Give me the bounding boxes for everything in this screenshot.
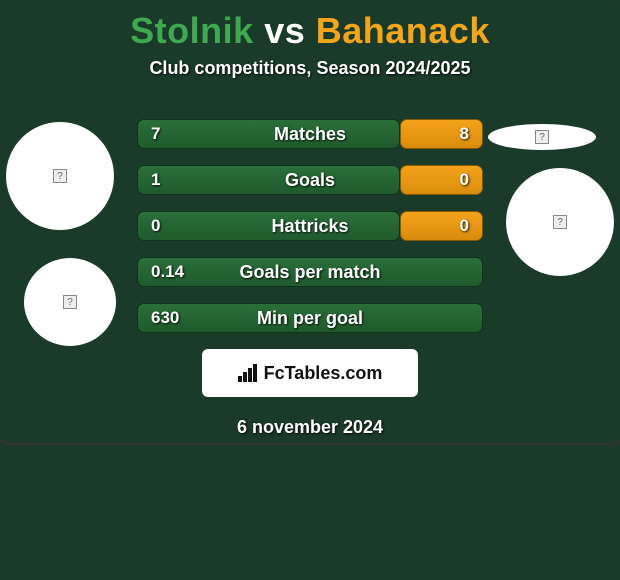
stat-row: 10Goals [137, 165, 483, 195]
content: Stolnik vs Bahanack Club competitions, S… [0, 0, 620, 438]
date-text: 6 november 2024 [0, 417, 620, 438]
logo-chart-icon [238, 364, 260, 382]
stat-bar-right [400, 165, 483, 195]
stat-row: 630Min per goal [137, 303, 483, 333]
stats-container: 78Matches 10Goals 00Hattricks 0.14Goals per… [0, 119, 620, 333]
stat-bar-left [137, 303, 483, 333]
stat-bar-left [137, 165, 400, 195]
stat-bar-left [137, 257, 483, 287]
logo-text: FcTables.com [264, 363, 383, 384]
stat-bar-left [137, 211, 400, 241]
title-player2: Bahanack [316, 10, 490, 51]
stat-bar-right [400, 211, 483, 241]
stat-row: 78Matches [137, 119, 483, 149]
page-title: Stolnik vs Bahanack [0, 0, 620, 52]
stat-bar-left [137, 119, 400, 149]
site-logo: FcTables.com [202, 349, 418, 397]
stat-row: 0.14Goals per match [137, 257, 483, 287]
title-player1: Stolnik [130, 10, 254, 51]
subtitle: Club competitions, Season 2024/2025 [0, 58, 620, 79]
stat-row: 00Hattricks [137, 211, 483, 241]
stat-bar-right [400, 119, 483, 149]
title-vs: vs [264, 10, 305, 51]
